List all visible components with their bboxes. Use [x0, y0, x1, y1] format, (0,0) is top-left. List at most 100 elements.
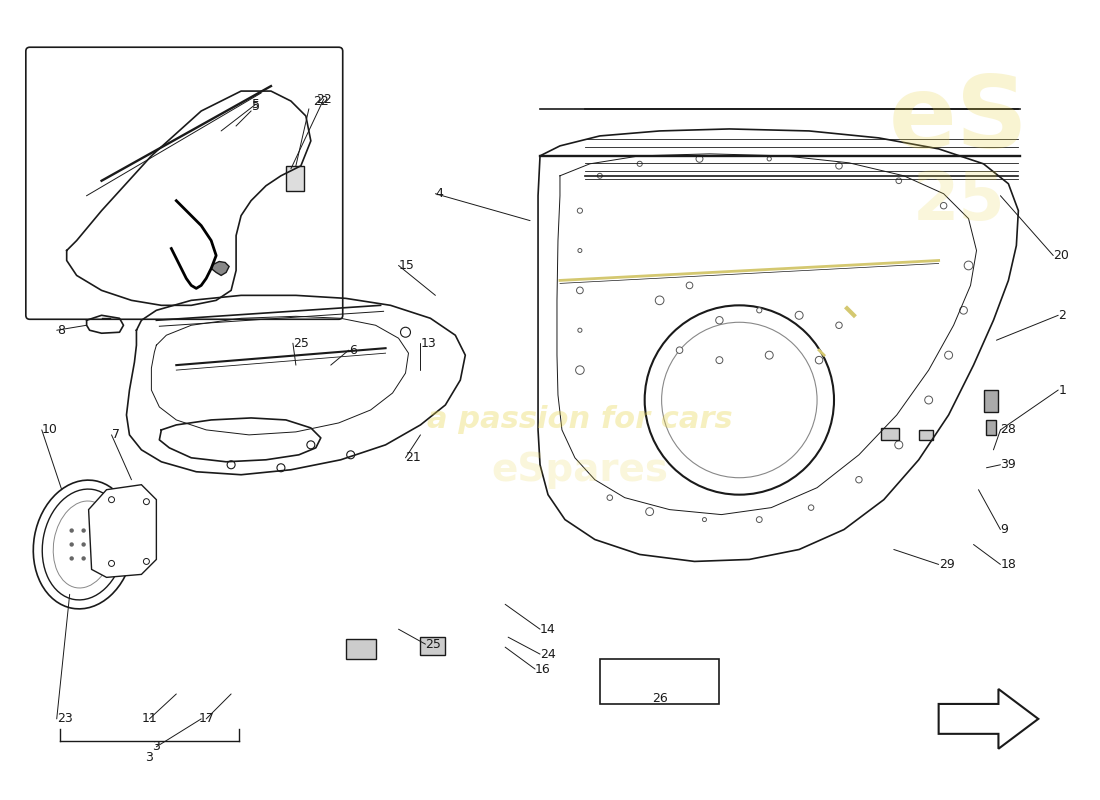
Circle shape — [597, 173, 603, 178]
Circle shape — [960, 306, 967, 314]
Polygon shape — [211, 262, 229, 275]
Circle shape — [676, 346, 683, 354]
Text: 22: 22 — [316, 93, 332, 106]
Circle shape — [143, 558, 150, 565]
Text: 9: 9 — [1000, 523, 1009, 536]
Polygon shape — [89, 485, 156, 578]
Circle shape — [82, 529, 85, 532]
Text: 8: 8 — [57, 324, 65, 337]
Text: 3: 3 — [153, 740, 161, 754]
Text: a passion for cars: a passion for cars — [427, 406, 733, 434]
Ellipse shape — [53, 501, 114, 588]
Circle shape — [645, 306, 834, 494]
Circle shape — [835, 322, 843, 329]
Circle shape — [277, 464, 285, 472]
Text: 10: 10 — [42, 423, 57, 436]
Circle shape — [701, 516, 707, 523]
Ellipse shape — [42, 489, 125, 600]
Circle shape — [576, 326, 583, 334]
Polygon shape — [938, 689, 1038, 749]
Text: 21: 21 — [406, 451, 421, 464]
Circle shape — [808, 506, 814, 510]
Text: 25: 25 — [293, 337, 309, 350]
Circle shape — [646, 508, 653, 515]
Circle shape — [656, 296, 664, 305]
Circle shape — [815, 357, 823, 363]
Circle shape — [400, 327, 410, 338]
Circle shape — [895, 178, 902, 184]
Circle shape — [836, 162, 843, 169]
Circle shape — [307, 441, 315, 449]
Text: 29: 29 — [938, 558, 955, 571]
Text: 18: 18 — [1000, 558, 1016, 571]
Text: 7: 7 — [111, 428, 120, 442]
Circle shape — [944, 351, 953, 359]
Text: 25: 25 — [912, 168, 1005, 234]
Circle shape — [940, 202, 947, 209]
Text: 25: 25 — [426, 638, 441, 650]
Text: 5: 5 — [252, 98, 260, 110]
Bar — [600, 659, 719, 704]
Circle shape — [636, 160, 644, 168]
Text: 22: 22 — [312, 94, 329, 107]
Text: 15: 15 — [398, 259, 415, 272]
Circle shape — [82, 557, 85, 560]
Text: 2: 2 — [1058, 309, 1066, 322]
Circle shape — [661, 322, 817, 478]
Circle shape — [95, 543, 97, 546]
Circle shape — [227, 461, 235, 469]
Text: 24: 24 — [540, 648, 556, 661]
Circle shape — [717, 358, 722, 362]
Text: 6: 6 — [349, 344, 356, 357]
Text: 39: 39 — [1000, 458, 1016, 471]
Circle shape — [896, 442, 901, 447]
Circle shape — [143, 498, 150, 505]
Circle shape — [70, 557, 74, 560]
Circle shape — [95, 557, 97, 560]
Circle shape — [766, 352, 772, 358]
Bar — [987, 420, 997, 435]
Circle shape — [855, 476, 862, 483]
Text: 11: 11 — [142, 712, 157, 726]
Text: 16: 16 — [535, 662, 551, 675]
Text: 20: 20 — [1053, 249, 1069, 262]
Circle shape — [607, 495, 613, 500]
Bar — [420, 637, 446, 655]
Text: 5: 5 — [252, 99, 260, 113]
Bar — [345, 639, 375, 659]
Text: eS: eS — [889, 73, 1028, 170]
Circle shape — [757, 308, 761, 312]
Text: 14: 14 — [540, 622, 556, 636]
Circle shape — [697, 157, 702, 161]
Circle shape — [926, 398, 931, 402]
Text: 1: 1 — [1058, 383, 1066, 397]
Circle shape — [756, 516, 762, 523]
Circle shape — [575, 206, 584, 214]
Text: 23: 23 — [57, 712, 73, 726]
Circle shape — [70, 543, 74, 546]
Circle shape — [578, 288, 583, 293]
Text: 28: 28 — [1000, 423, 1016, 436]
Circle shape — [686, 282, 692, 288]
Text: 17: 17 — [198, 712, 214, 726]
Circle shape — [767, 156, 772, 162]
Text: 26: 26 — [651, 693, 668, 706]
Circle shape — [109, 561, 114, 566]
Bar — [984, 390, 999, 412]
Bar — [918, 430, 933, 440]
Circle shape — [966, 262, 971, 268]
Text: 3: 3 — [145, 750, 153, 764]
Text: 4: 4 — [436, 187, 443, 200]
Ellipse shape — [33, 480, 134, 609]
Circle shape — [70, 529, 74, 532]
Circle shape — [109, 497, 114, 502]
Text: 13: 13 — [420, 337, 437, 350]
Circle shape — [82, 543, 85, 546]
FancyBboxPatch shape — [25, 47, 343, 319]
Circle shape — [576, 366, 584, 374]
Circle shape — [578, 248, 582, 253]
Circle shape — [795, 312, 803, 318]
Text: eSpares: eSpares — [492, 450, 669, 489]
Bar — [286, 166, 304, 190]
Circle shape — [715, 316, 724, 324]
